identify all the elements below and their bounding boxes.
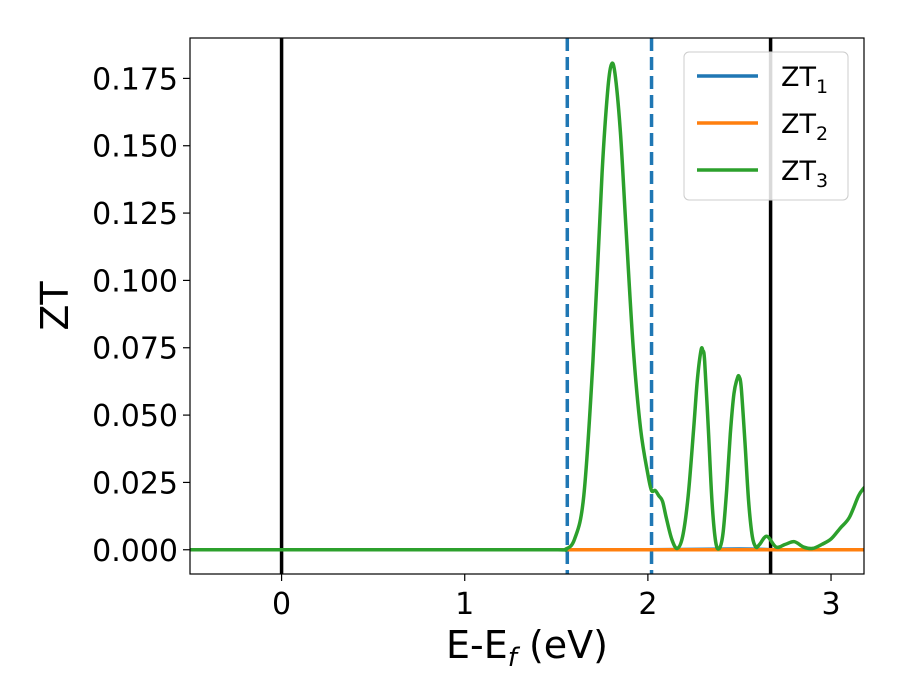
x-tick-label: 0 bbox=[272, 587, 291, 622]
legend-frame bbox=[683, 51, 849, 201]
series-line-zt3 bbox=[190, 61, 864, 552]
legend-label-zt1: ZT1 bbox=[781, 62, 828, 98]
legend-label-zt3: ZT3 bbox=[781, 156, 828, 192]
y-tick-label: 0.050 bbox=[92, 399, 178, 434]
plot-frame bbox=[189, 37, 865, 575]
x-axis-label-unit: (eV) bbox=[517, 623, 608, 667]
y-axis-ticks: 0.000 0.025 0.050 0.075 0.100 0.125 0.150 0.175 bbox=[92, 62, 190, 569]
legend-label-zt2: ZT2 bbox=[781, 109, 828, 145]
y-tick-label: 0.000 bbox=[92, 534, 178, 569]
x-tick-label: 2 bbox=[638, 587, 657, 622]
y-tick-label: 0.175 bbox=[92, 62, 178, 97]
y-tick-label: 0.025 bbox=[92, 466, 178, 501]
y-tick-label: 0.100 bbox=[92, 264, 178, 299]
y-tick-label: 0.150 bbox=[92, 130, 178, 165]
y-tick-label: 0.125 bbox=[92, 197, 178, 232]
x-axis-ticks: 0 1 2 3 bbox=[272, 574, 841, 622]
y-axis-label: ZT bbox=[33, 281, 77, 331]
x-tick-label: 1 bbox=[455, 587, 474, 622]
series-layer bbox=[190, 61, 864, 552]
legend: ZT1 ZT2 ZT3 bbox=[683, 51, 849, 201]
y-tick-label: 0.075 bbox=[92, 332, 178, 367]
x-axis-label: E-Ef (eV) bbox=[446, 623, 608, 673]
x-tick-label: 3 bbox=[821, 587, 840, 622]
